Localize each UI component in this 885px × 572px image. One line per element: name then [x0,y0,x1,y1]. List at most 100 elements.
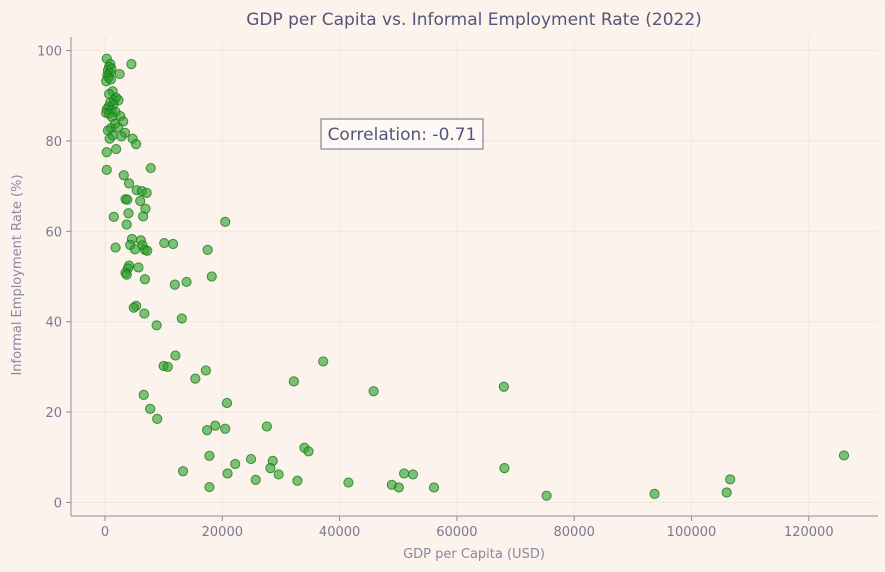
data-point [318,356,329,367]
data-point [145,162,156,174]
data-point [122,194,133,205]
y-tick-label: 0 [54,496,62,511]
x-tick-label: 40000 [319,525,360,540]
data-point [162,361,173,372]
data-point [142,245,153,256]
data-point [393,482,404,493]
data-point [649,488,660,499]
grid-lines [71,37,878,516]
data-point [101,164,112,175]
axes [70,37,878,517]
data-points [101,53,850,501]
data-point [114,68,125,80]
data-point [123,178,135,189]
data-point [206,271,217,282]
x-tick-label: 60000 [436,525,477,540]
data-point [210,420,221,431]
data-point [202,244,213,255]
y-tick-label: 20 [45,406,62,421]
data-point [220,216,231,227]
data-point [428,482,440,493]
data-point [368,386,379,397]
data-point [204,450,215,461]
data-point [230,458,241,470]
data-point [498,381,509,392]
data-point [169,279,180,290]
data-point [128,302,139,313]
data-point [541,490,552,501]
data-point [111,143,122,155]
data-point [204,481,215,493]
correlation-annotation: Correlation: -0.71 [320,118,484,150]
data-point [126,59,137,70]
x-axis-ticks: 0 20000 40000 60000 80000 100000 120000 [101,516,834,540]
data-point [201,425,213,436]
x-tick-label: 100000 [667,525,717,540]
data-point [135,195,146,207]
annotation-box [320,118,484,150]
data-point [170,350,181,361]
data-point [250,474,261,485]
data-point [110,242,121,253]
x-axis-label: GDP per Capita (USD) [403,547,545,562]
data-point [261,421,272,432]
y-tick-label: 60 [45,225,62,240]
data-point [288,376,299,387]
x-tick-label: 20000 [202,525,243,540]
data-point [220,423,231,434]
x-tick-label: 0 [101,525,109,540]
data-point [118,170,129,181]
data-point [101,147,112,158]
data-point [123,208,134,219]
data-point [181,276,192,288]
data-point [141,187,152,199]
y-tick-label: 80 [45,135,62,150]
data-point [499,463,510,474]
data-point [133,262,144,273]
y-axis-ticks: 0 20 40 60 80 100 [37,45,71,511]
data-point [105,74,116,85]
data-point [116,131,127,142]
data-point [399,468,410,479]
data-point [273,469,284,480]
data-point [190,373,201,384]
chart-title: GDP per Capita vs. Informal Employment R… [246,10,702,30]
x-tick-label: 80000 [554,525,595,540]
data-point [343,477,354,488]
data-point [104,133,115,144]
data-point [151,320,162,331]
data-point [176,313,187,324]
data-point [129,244,141,255]
data-point [721,487,732,498]
data-point [108,211,119,222]
data-point [167,238,179,250]
data-point [145,403,156,415]
x-tick-label: 120000 [784,525,834,540]
data-point [265,463,276,474]
y-tick-label: 40 [45,316,62,331]
data-point [138,211,149,222]
data-point [407,469,419,480]
data-point [138,389,149,400]
data-point [121,219,132,230]
data-point [177,466,189,477]
data-point [245,453,257,465]
data-point [112,122,124,133]
data-point [838,450,850,461]
annotation-text: Correlation: -0.71 [328,125,477,145]
y-tick-label: 100 [37,45,62,60]
data-point [200,365,211,376]
data-point [130,138,142,150]
data-point [121,269,132,280]
data-point [139,274,150,285]
data-point [139,308,150,319]
data-point [303,446,314,457]
data-point [159,237,170,249]
data-point [222,468,233,479]
data-point [152,413,163,424]
data-point [292,475,303,486]
data-point [725,474,736,485]
